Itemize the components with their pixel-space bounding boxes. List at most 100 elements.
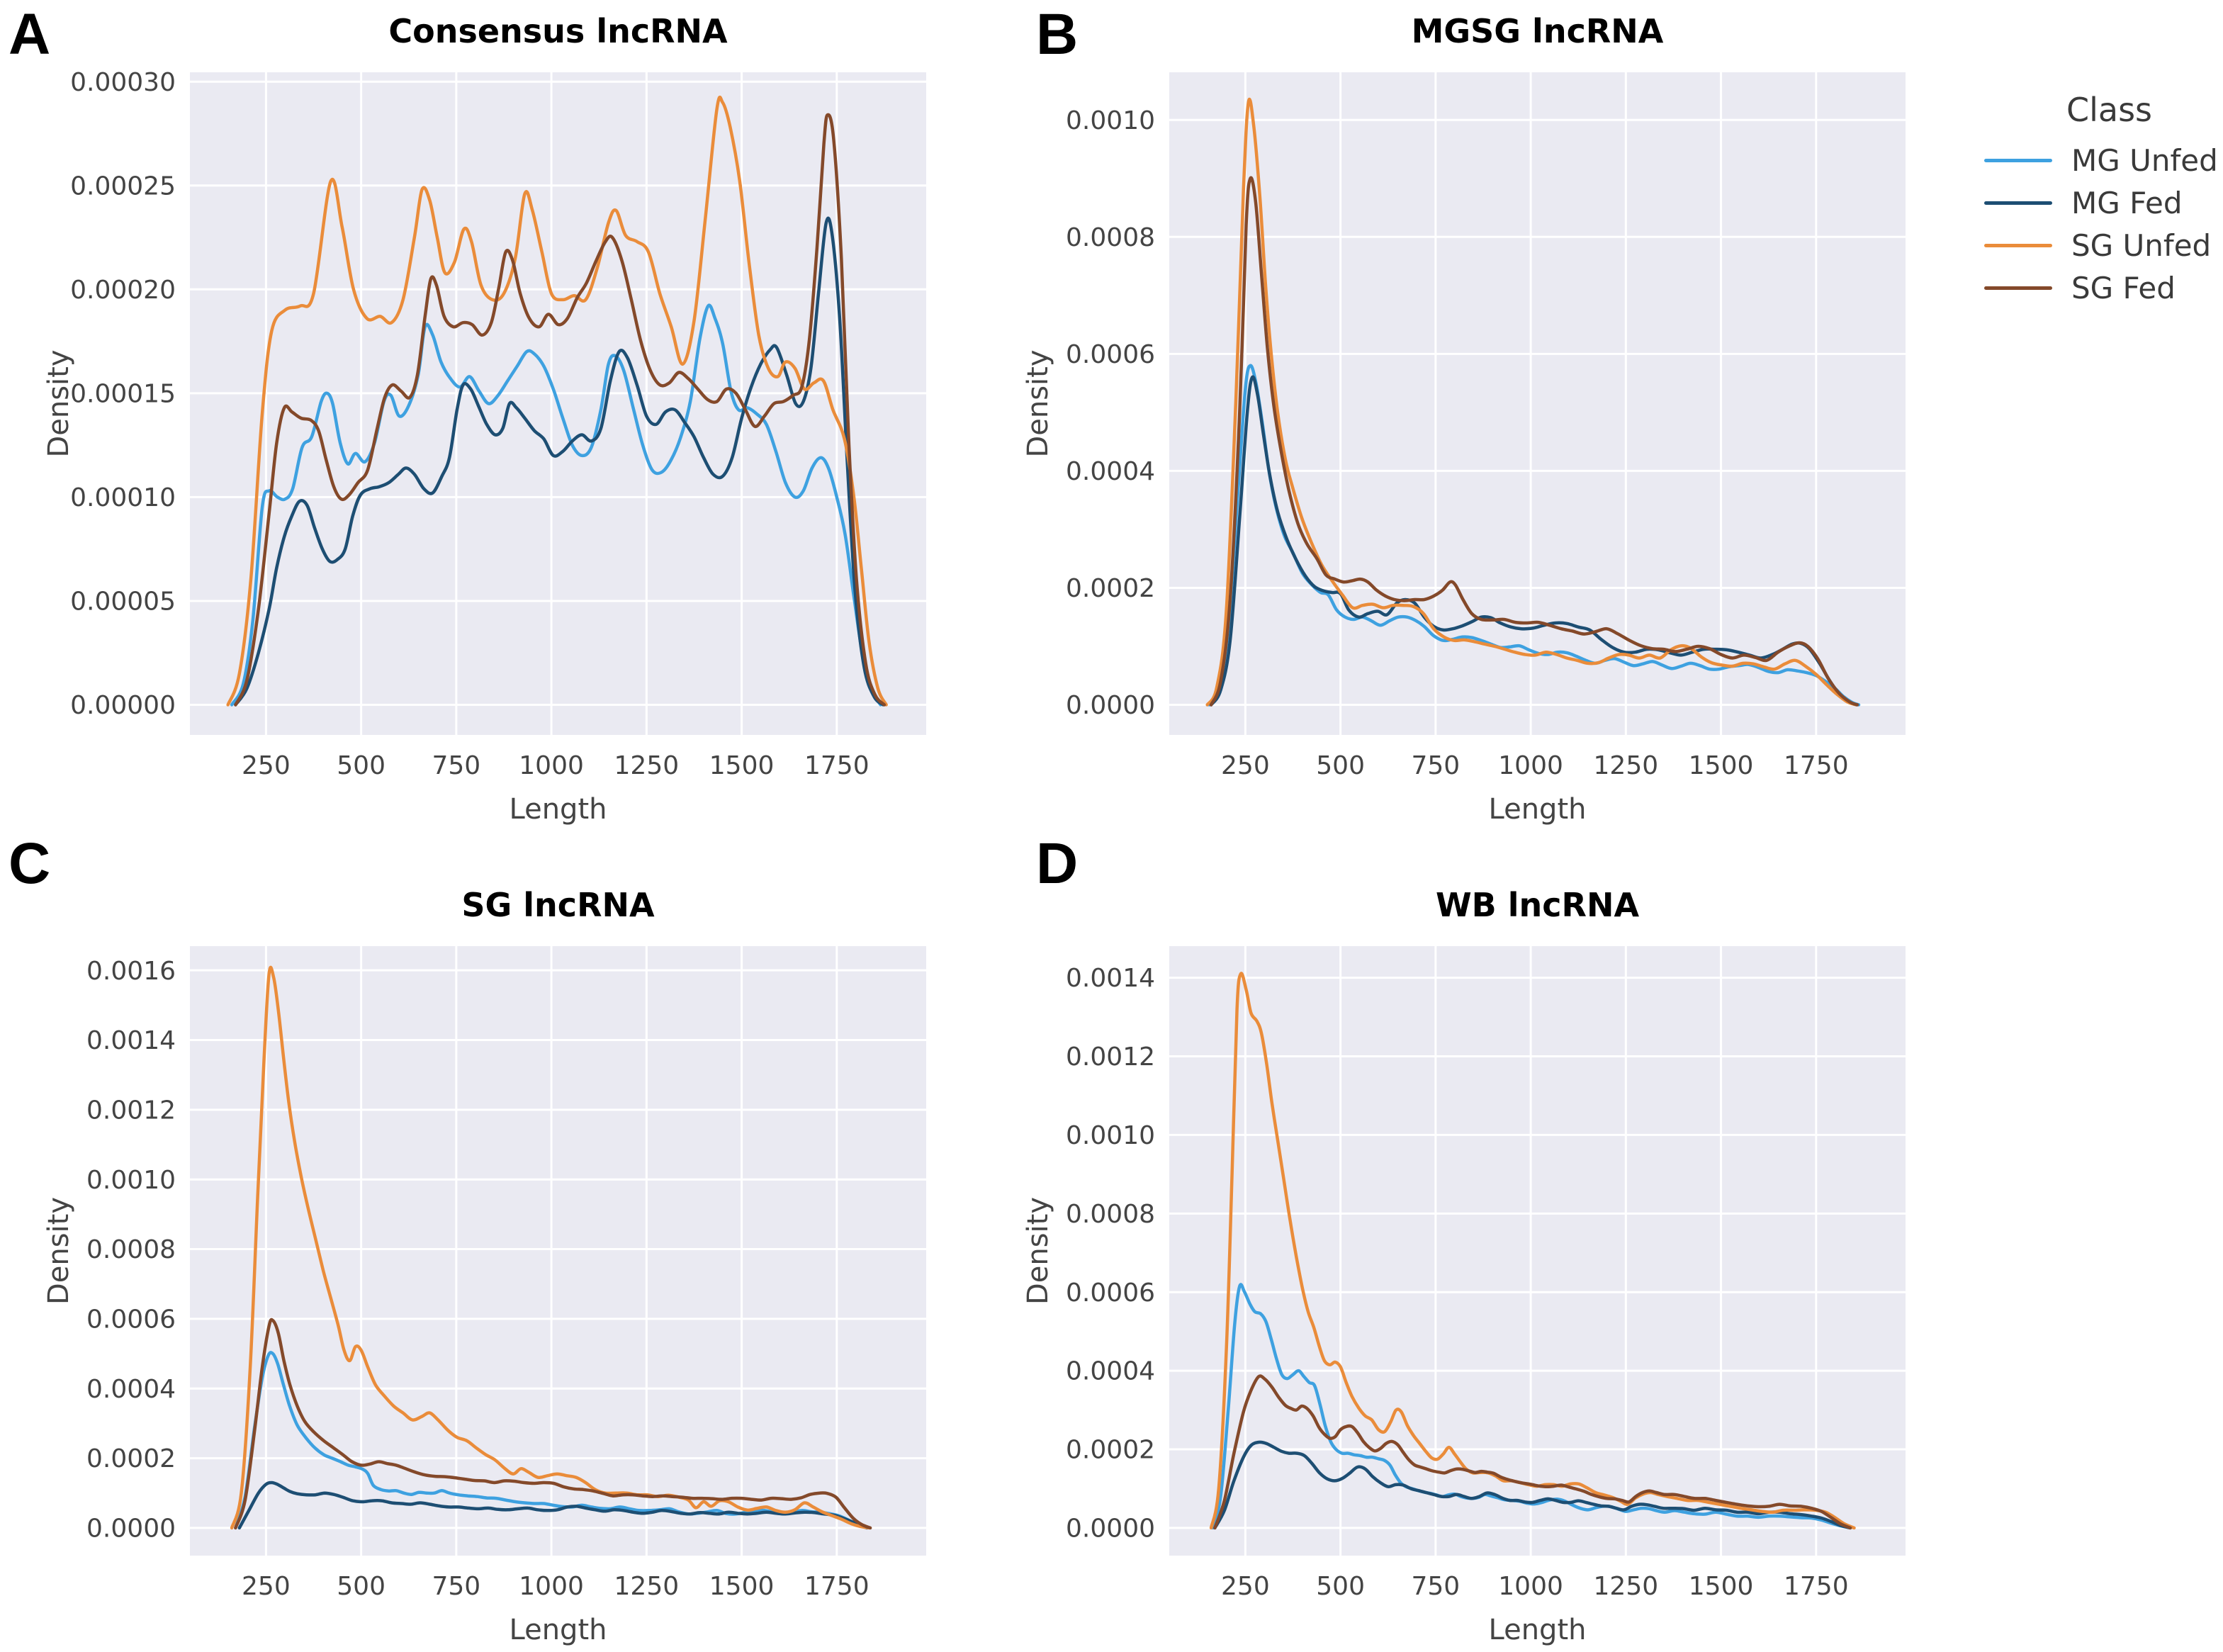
y-tick-label: 0.0010: [1066, 106, 1155, 135]
legend-item: MG Unfed: [1984, 139, 2223, 181]
legend-item-label: MG Fed: [2071, 185, 2183, 220]
y-tick-label: 0.0014: [86, 1026, 176, 1055]
x-tick-label: 250: [1221, 751, 1270, 780]
y-tick-label: 0.00025: [70, 172, 176, 201]
y-tick-label: 0.00000: [70, 691, 176, 720]
y-tick-label: 0.00030: [70, 68, 176, 97]
x-tick-label: 1750: [804, 1572, 869, 1601]
y-tick-label: 0.0002: [86, 1444, 176, 1473]
y-tick-label: 0.00005: [70, 588, 176, 617]
y-axis-label: Density: [43, 349, 75, 457]
y-tick-label: 0.0012: [1066, 1043, 1155, 1072]
density-curve-sg-unfed: [1209, 972, 1856, 1530]
y-tick-label: 0.0014: [1066, 964, 1155, 993]
density-curve-sg-unfed: [230, 965, 871, 1530]
legend-item: SG Fed: [1984, 266, 2223, 309]
x-tick-label: 1000: [1498, 1572, 1563, 1601]
y-axis-label: Density: [1022, 1197, 1054, 1305]
panel-c: 0.0000 0.0002 0.0004 0.0006 0.0008 0.0010 0.00…: [43, 886, 926, 1646]
y-tick-label: 0.0006: [1066, 340, 1155, 369]
y-tick-label: 0.0006: [86, 1305, 176, 1334]
y-tick-label: 0.0016: [86, 957, 176, 986]
panel-a: 0.00000 0.00005 0.00010 0.00015 0.00020 0.000…: [43, 12, 926, 826]
y-tick-label: 0.0004: [1066, 457, 1155, 486]
y-tick-label: 0.00020: [70, 276, 176, 305]
x-tick-label: 1750: [1784, 751, 1849, 780]
legend-line-swatch: [1984, 243, 2052, 247]
x-tick-label: 1500: [709, 751, 775, 780]
density-curve-sg-fed: [234, 113, 887, 707]
y-tick-label: 0.0002: [1066, 1436, 1155, 1465]
x-tick-label: 750: [1412, 1572, 1461, 1601]
panel-title: Consensus lncRNA: [388, 12, 728, 50]
x-axis-label: Length: [1489, 1614, 1587, 1646]
x-axis-label: Length: [1489, 793, 1587, 826]
x-tick-label: 500: [337, 751, 385, 780]
plot-background: [1169, 72, 1906, 735]
legend-line-swatch: [1984, 286, 2052, 290]
x-tick-label: 750: [1412, 751, 1461, 780]
density-curve-sg-fed: [1209, 176, 1859, 707]
legend-items: MG Unfed MG Fed SG Unfed SG Fed: [1984, 139, 2223, 309]
y-tick-label: 0.0000: [1066, 1515, 1155, 1544]
x-tick-label: 750: [432, 1572, 481, 1601]
legend-item-label: MG Unfed: [2071, 142, 2218, 178]
x-tick-label: 250: [1221, 1572, 1270, 1601]
x-tick-label: 1000: [519, 751, 584, 780]
density-curve-sg-unfed: [1205, 97, 1858, 707]
y-tick-label: 0.0002: [1066, 574, 1155, 603]
x-tick-label: 1750: [1784, 1572, 1849, 1601]
x-tick-label: 500: [1316, 751, 1365, 780]
density-curve-mg-fed: [237, 1480, 869, 1530]
x-tick-label: 750: [432, 751, 481, 780]
panel-letter-b: B: [1036, 2, 1079, 67]
panel-letter-a: A: [9, 2, 51, 67]
y-tick-label: 0.0008: [1066, 223, 1155, 252]
plot-background: [190, 946, 926, 1556]
panel-title: MGSG lncRNA: [1412, 12, 1664, 50]
legend-item: MG Fed: [1984, 181, 2223, 224]
panel-letter-c: C: [9, 831, 51, 896]
density-curve-sg-unfed: [226, 95, 888, 707]
y-axis-label: Density: [1022, 349, 1054, 457]
y-tick-label: 0.0012: [86, 1096, 176, 1125]
panel-letter-d: D: [1036, 831, 1079, 896]
x-tick-label: 1750: [804, 751, 869, 780]
legend-item-label: SG Fed: [2071, 270, 2176, 305]
x-tick-label: 1250: [1594, 751, 1659, 780]
y-axis-label: Density: [43, 1197, 75, 1305]
legend-title: Class: [2066, 91, 2153, 129]
x-tick-label: 1000: [1498, 751, 1563, 780]
x-tick-label: 1500: [1689, 751, 1754, 780]
y-tick-label: 0.00010: [70, 483, 176, 512]
x-tick-label: 500: [1316, 1572, 1365, 1601]
y-tick-label: 0.0000: [1066, 691, 1155, 720]
y-tick-label: 0.0004: [1066, 1357, 1155, 1386]
legend: Class MG Unfed MG Fed SG Unfed SG Fed: [1984, 91, 2223, 309]
density-curve-mg-fed: [234, 216, 885, 707]
x-axis-label: Length: [510, 793, 607, 826]
legend-item: SG Unfed: [1984, 224, 2223, 266]
panel-title: WB lncRNA: [1436, 886, 1640, 924]
legend-line-swatch: [1984, 158, 2052, 162]
legend-line-swatch: [1984, 201, 2052, 205]
x-axis-label: Length: [510, 1614, 607, 1646]
y-tick-label: 0.0004: [86, 1375, 176, 1404]
x-tick-label: 1500: [709, 1572, 775, 1601]
y-tick-label: 0.00015: [70, 379, 176, 408]
density-curve-sg-fed: [234, 1317, 872, 1530]
density-curve-mg-fed: [1213, 1440, 1852, 1530]
panel-title: SG lncRNA: [461, 886, 655, 924]
y-tick-label: 0.0010: [86, 1166, 176, 1195]
y-tick-label: 0.0000: [86, 1515, 176, 1544]
density-curve-sg-fed: [1213, 1374, 1852, 1530]
density-curve-mg-unfed: [230, 303, 882, 707]
y-tick-label: 0.0008: [86, 1235, 176, 1264]
y-tick-label: 0.0010: [1066, 1121, 1155, 1150]
panel-b: 0.0000 0.0002 0.0004 0.0006 0.0008 0.0010 250 5…: [1022, 12, 1906, 826]
y-tick-label: 0.0008: [1066, 1200, 1155, 1229]
plot-background: [1169, 946, 1906, 1556]
